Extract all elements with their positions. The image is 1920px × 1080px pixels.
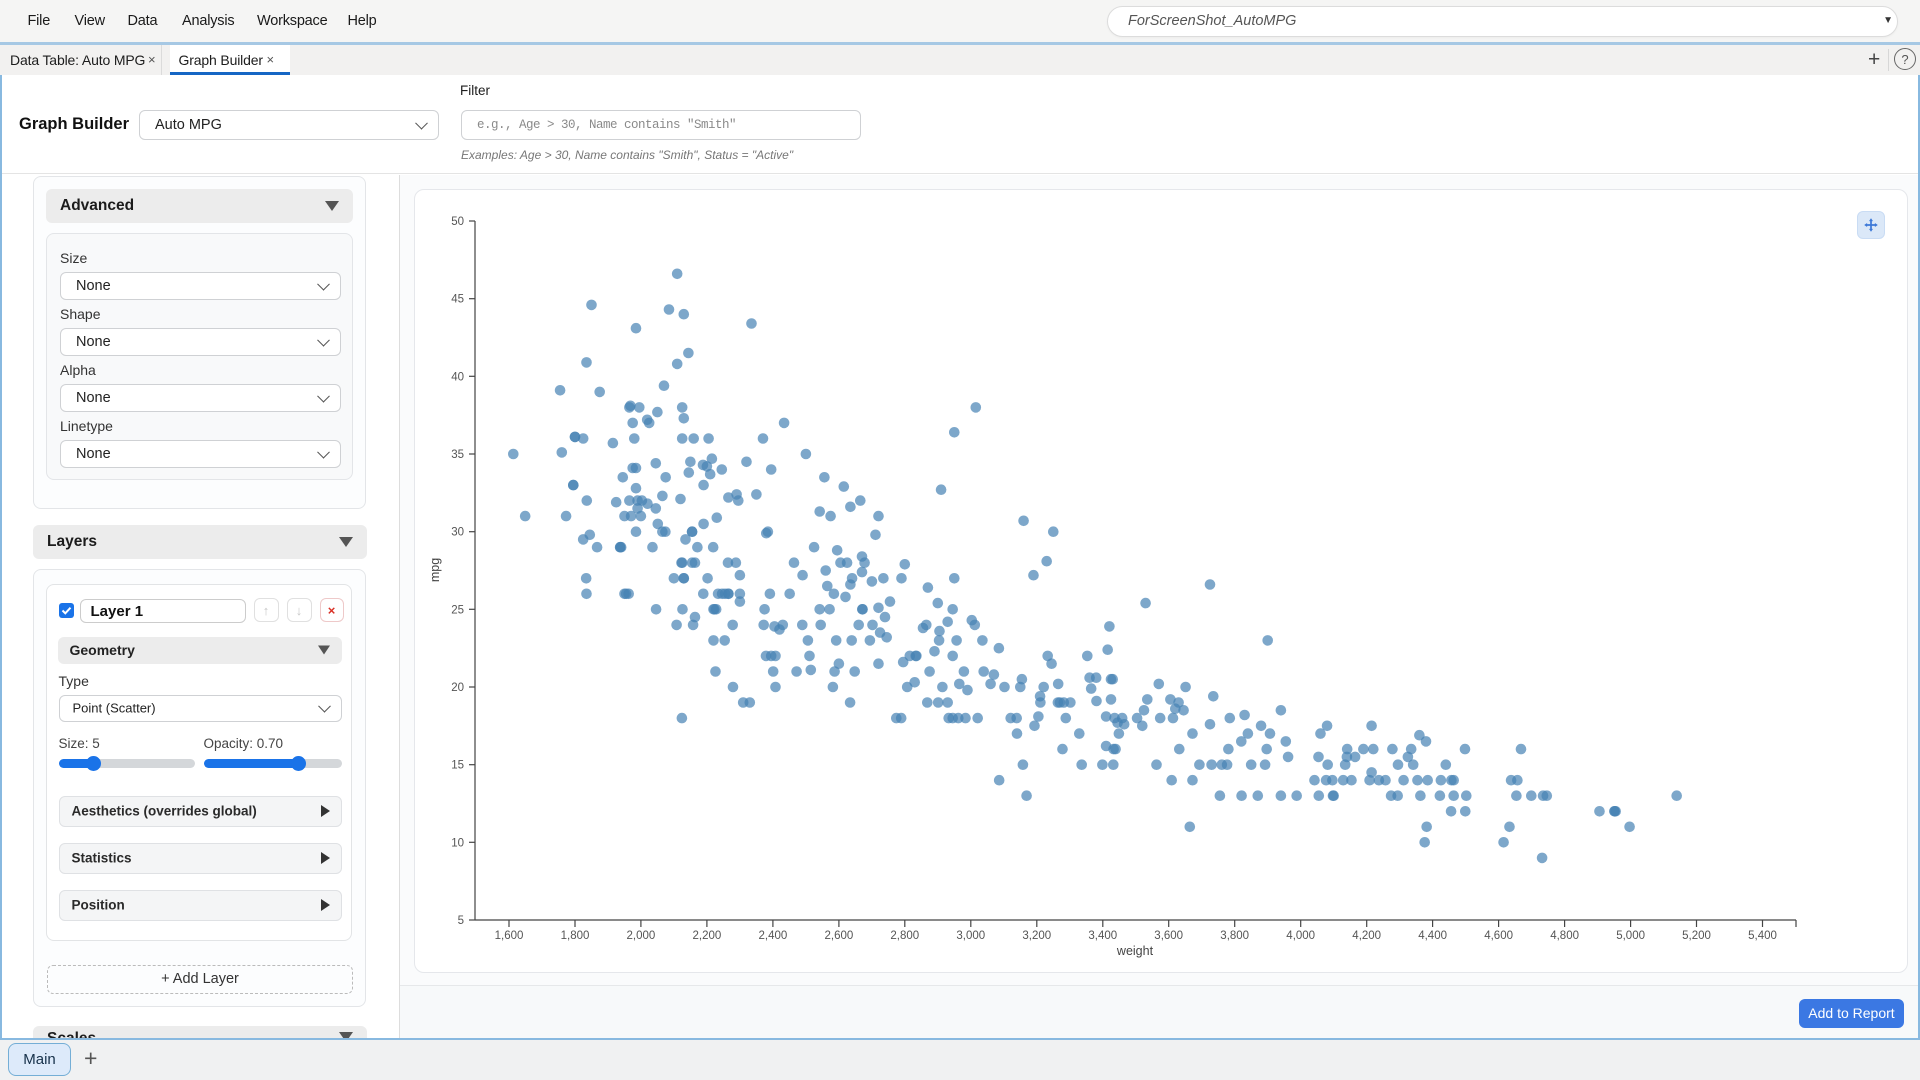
svg-text:45: 45: [451, 294, 464, 306]
svg-text:20: 20: [451, 682, 464, 694]
svg-text:3,800: 3,800: [1220, 930, 1249, 942]
svg-text:5,200: 5,200: [1682, 930, 1711, 942]
svg-text:3,400: 3,400: [1088, 930, 1117, 942]
svg-text:weight: weight: [1116, 944, 1154, 958]
svg-text:2,400: 2,400: [759, 930, 788, 942]
svg-text:4,800: 4,800: [1550, 930, 1579, 942]
svg-text:5: 5: [458, 915, 464, 927]
svg-text:2,800: 2,800: [890, 930, 919, 942]
svg-text:2,600: 2,600: [825, 930, 854, 942]
svg-text:4,600: 4,600: [1484, 930, 1513, 942]
svg-text:2,200: 2,200: [693, 930, 722, 942]
svg-text:35: 35: [451, 449, 464, 461]
svg-text:2,000: 2,000: [627, 930, 656, 942]
svg-text:5,400: 5,400: [1748, 930, 1777, 942]
svg-text:10: 10: [451, 837, 464, 849]
svg-text:3,000: 3,000: [956, 930, 985, 942]
svg-text:25: 25: [451, 604, 464, 616]
svg-text:3,200: 3,200: [1022, 930, 1051, 942]
svg-text:1,600: 1,600: [495, 930, 524, 942]
svg-text:40: 40: [451, 371, 464, 383]
svg-text:3,600: 3,600: [1154, 930, 1183, 942]
svg-text:1,800: 1,800: [561, 930, 590, 942]
svg-text:30: 30: [451, 527, 464, 539]
svg-text:4,400: 4,400: [1418, 930, 1447, 942]
svg-text:mpg: mpg: [428, 558, 442, 582]
svg-text:50: 50: [451, 216, 464, 228]
svg-text:5,000: 5,000: [1616, 930, 1645, 942]
svg-text:15: 15: [451, 760, 464, 772]
svg-text:4,200: 4,200: [1352, 930, 1381, 942]
svg-text:4,000: 4,000: [1286, 930, 1315, 942]
